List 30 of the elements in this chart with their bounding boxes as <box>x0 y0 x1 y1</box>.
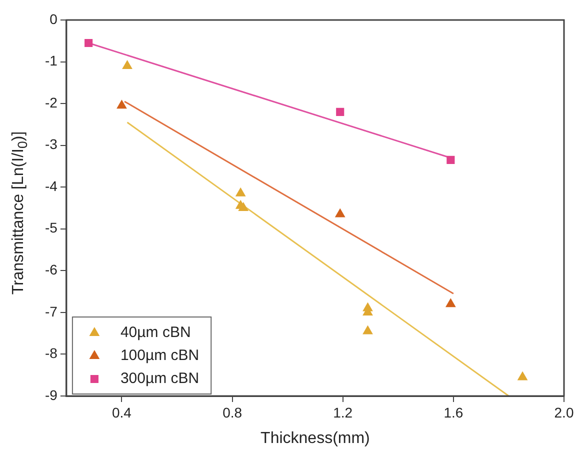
y-tick-label: -3 <box>44 136 58 152</box>
x-axis-title: Thickness(mm) <box>260 430 370 447</box>
point <box>446 298 456 308</box>
y-tick-label: -1 <box>44 52 58 69</box>
legend-label: 40µm cBN <box>120 324 191 342</box>
y-tick-label: 0 <box>50 10 58 27</box>
x-tick-label: 1.6 <box>444 404 464 420</box>
legend-label: 300µm cBN <box>120 370 200 388</box>
y-tick-label: -6 <box>44 262 58 278</box>
point <box>236 188 246 196</box>
y-tick-label: -8 <box>44 345 58 362</box>
x-tick-label: 0.4 <box>112 404 132 420</box>
point <box>84 38 93 48</box>
point <box>116 100 127 109</box>
point <box>518 372 528 380</box>
x-tick-label: 0.8 <box>222 404 242 420</box>
point <box>446 156 455 164</box>
point <box>238 202 248 211</box>
y-tick-label: -5 <box>44 220 58 236</box>
legend-label: 100µm cBN <box>120 347 200 364</box>
point <box>122 60 132 69</box>
point <box>335 208 345 218</box>
y-tick-label: -4 <box>44 178 58 194</box>
point <box>336 108 344 116</box>
y-tick-label: -9 <box>44 386 58 403</box>
y-tick-label: -2 <box>44 94 58 110</box>
x-tick-label: 2.0 <box>554 404 574 420</box>
point <box>362 326 373 334</box>
x-tick-label: 1.2 <box>333 404 353 420</box>
y-tick-label: -7 <box>44 303 58 320</box>
